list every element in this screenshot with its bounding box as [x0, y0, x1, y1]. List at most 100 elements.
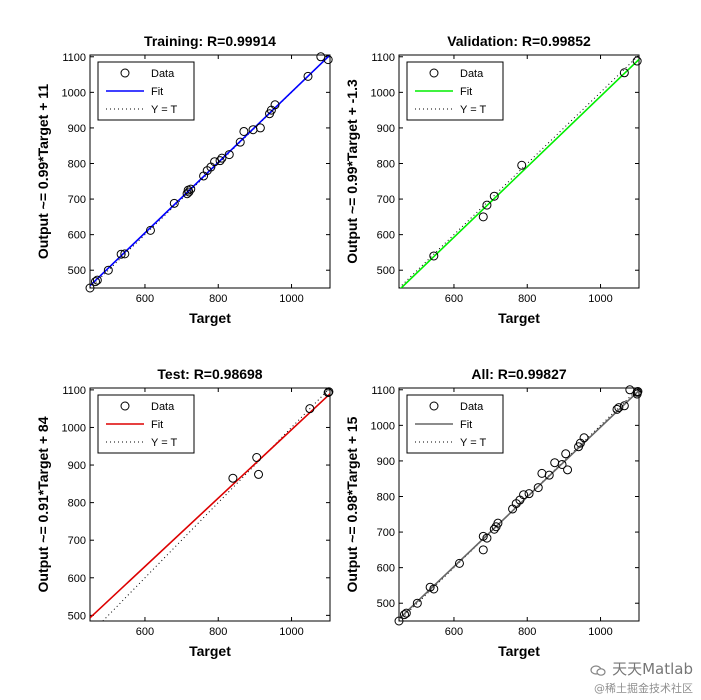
- data-point: [632, 56, 642, 66]
- data-point: [252, 453, 262, 463]
- y-tick-label: 500: [377, 265, 395, 277]
- chart-panel-4: 600 800 1000 500 600 700 800 900 1000 1100 Data Fit…: [344, 366, 643, 659]
- y-tick-label: 700: [68, 535, 86, 547]
- legend-label: Data: [151, 68, 175, 80]
- x-tick-label: 1000: [588, 293, 612, 305]
- chart-title: Training: R=0.99914: [144, 33, 276, 49]
- data-point: [619, 401, 629, 411]
- chart-title: All: R=0.99827: [471, 366, 567, 382]
- y-tick-label: 800: [377, 158, 395, 170]
- y-tick-label: 700: [377, 527, 395, 539]
- data-point: [92, 275, 102, 285]
- legend-label: Y = T: [460, 104, 486, 116]
- data-point: [85, 283, 95, 293]
- x-axis-label: Target: [498, 643, 540, 659]
- y-tick-label: 1100: [62, 385, 86, 397]
- data-point: [303, 71, 313, 81]
- data-point: [186, 184, 196, 194]
- x-tick-label: 800: [209, 293, 227, 305]
- chart-panel-3: 600 800 1000 500 600 700 800 900 1000 1100 Data Fit…: [35, 366, 334, 659]
- y-tick-label: 1000: [62, 422, 86, 434]
- legend-data-marker: [429, 68, 439, 78]
- legend-label: Fit: [460, 419, 472, 431]
- legend-label: Fit: [151, 419, 163, 431]
- data-point: [579, 433, 589, 443]
- data-point: [563, 465, 573, 475]
- data-point: [633, 387, 643, 397]
- legend-label: Data: [151, 401, 175, 413]
- data-point: [103, 265, 113, 275]
- x-tick-label: 800: [518, 293, 536, 305]
- data-point: [255, 123, 265, 133]
- data-point: [612, 404, 622, 414]
- data-point: [619, 68, 629, 78]
- x-tick-label: 600: [136, 293, 154, 305]
- y-axis-label: Output ~= 0.99*Target + -1.3: [344, 79, 360, 264]
- chart-title: Test: R=0.98698: [157, 366, 262, 382]
- data-point: [519, 490, 529, 500]
- legend-label: Y = T: [151, 104, 177, 116]
- y-tick-label: 1100: [62, 52, 86, 64]
- data-point: [482, 533, 492, 543]
- legend-data-marker: [429, 401, 439, 411]
- data-point: [561, 449, 571, 459]
- x-tick-label: 800: [209, 626, 227, 638]
- data-point: [632, 387, 642, 397]
- fit-line: [90, 393, 330, 619]
- y-tick-label: 500: [377, 598, 395, 610]
- x-axis-label: Target: [498, 310, 540, 326]
- data-point: [533, 483, 543, 493]
- x-tick-label: 1000: [588, 626, 612, 638]
- chart-title: Validation: R=0.99852: [447, 33, 591, 49]
- y-tick-label: 900: [377, 456, 395, 468]
- data-point: [270, 100, 280, 110]
- y-tick-label: 600: [377, 563, 395, 575]
- watermark-line2: @稀土掘金技术社区: [594, 682, 693, 695]
- data-point: [614, 403, 624, 413]
- y-tick-label: 600: [68, 230, 86, 242]
- legend-label: Fit: [151, 86, 163, 98]
- y-tick-label: 500: [68, 610, 86, 622]
- data-point: [254, 469, 264, 479]
- data-point: [169, 198, 179, 208]
- data-point: [478, 545, 488, 555]
- data-point: [394, 616, 404, 626]
- data-point: [235, 137, 245, 147]
- y-tick-label: 800: [68, 158, 86, 170]
- data-point: [482, 200, 492, 210]
- legend-data-marker: [120, 68, 130, 78]
- legend-label: Fit: [460, 86, 472, 98]
- y-tick-label: 600: [68, 573, 86, 585]
- y-tick-label: 900: [68, 123, 86, 135]
- data-point: [215, 156, 225, 166]
- data-point: [224, 150, 234, 160]
- y-tick-label: 500: [68, 265, 86, 277]
- legend-label: Data: [460, 401, 484, 413]
- x-tick-label: 600: [445, 293, 463, 305]
- legend-label: Y = T: [460, 437, 486, 449]
- data-point: [210, 157, 220, 167]
- data-point: [454, 558, 464, 568]
- data-point: [401, 608, 411, 618]
- y-tick-label: 1100: [371, 52, 395, 64]
- legend-data-marker: [120, 401, 130, 411]
- data-point: [524, 489, 534, 499]
- watermark: 天天Matlab @稀土掘金技术社区: [590, 658, 693, 696]
- y-tick-label: 1000: [62, 87, 86, 99]
- y-axis-label: Output ~= 0.98*Target + 15: [344, 416, 360, 592]
- legend-label: Y = T: [151, 437, 177, 449]
- chart-panel-1: 600 800 1000 500 600 700 800 900 1000 1100 Data Fit…: [35, 33, 333, 326]
- data-point: [412, 598, 422, 608]
- data-point: [184, 187, 194, 197]
- legend-label: Data: [460, 68, 484, 80]
- y-tick-label: 1000: [371, 420, 395, 432]
- x-axis-label: Target: [189, 643, 231, 659]
- chat-bubble-icon: [590, 663, 606, 676]
- x-tick-label: 1000: [279, 293, 303, 305]
- data-point: [517, 160, 527, 170]
- data-point: [323, 388, 333, 398]
- x-tick-label: 600: [136, 626, 154, 638]
- data-point: [120, 249, 130, 259]
- chart-panel-2: 600 800 1000 500 600 700 800 900 1000 1100 Data Fit…: [344, 33, 642, 326]
